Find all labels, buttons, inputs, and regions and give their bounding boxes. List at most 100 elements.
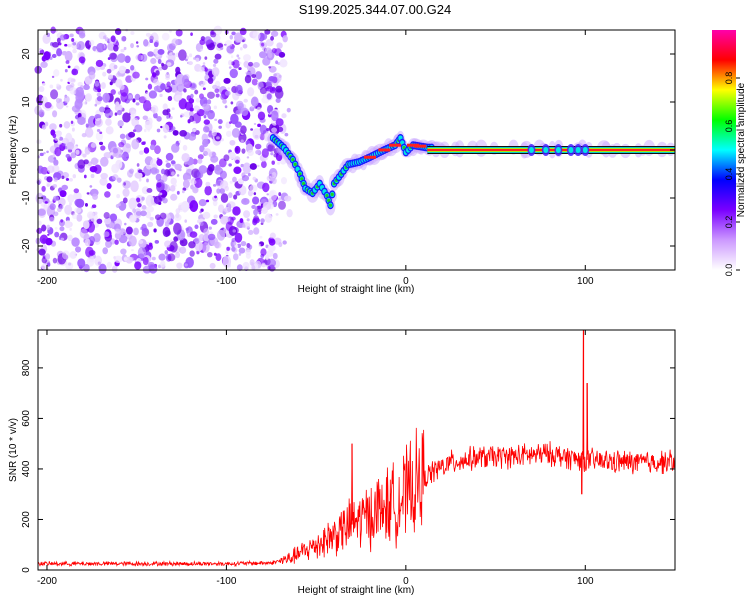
noise-blob: [103, 231, 110, 238]
noise-blob: [277, 197, 282, 201]
noise-blob: [269, 87, 276, 94]
noise-blob: [59, 190, 67, 198]
noise-blob: [194, 177, 203, 188]
noise-blob: [164, 221, 170, 228]
noise-blob: [153, 228, 157, 233]
noise-blob: [252, 128, 261, 140]
noise-blob: [52, 154, 56, 158]
noise-blob: [215, 164, 221, 171]
noise-blob: [164, 250, 168, 255]
noise-blob: [105, 118, 112, 126]
x-tick-label: -200: [37, 576, 57, 587]
noise-blob: [97, 88, 102, 93]
y-tick-label: 600: [21, 410, 32, 427]
noise-blob: [189, 250, 195, 257]
x-tick-label: 0: [403, 576, 409, 587]
noise-blob: [166, 55, 169, 58]
noise-blob: [100, 145, 106, 151]
noise-blob: [240, 139, 244, 143]
noise-blob: [56, 37, 61, 43]
noise-blob: [103, 35, 107, 40]
snr-series: [37, 329, 676, 568]
noise-blob: [84, 127, 94, 138]
noise-blob: [255, 149, 261, 155]
noise-blob: [245, 253, 251, 259]
noise-blob: [63, 95, 70, 104]
noise-blob: [176, 190, 180, 195]
noise-blob: [266, 93, 272, 100]
noise-blob: [59, 141, 62, 145]
noise-blob: [239, 46, 243, 51]
noise-blob: [52, 110, 58, 118]
noise-blob: [98, 141, 104, 146]
noise-blob: [237, 57, 241, 60]
noise-blob: [160, 168, 166, 175]
noise-blob: [186, 95, 192, 101]
noise-blob: [124, 222, 127, 226]
noise-blob: [41, 185, 46, 192]
noise-blob: [134, 124, 143, 133]
noise-blob: [238, 67, 242, 71]
noise-blob: [136, 45, 140, 48]
noise-blob: [228, 59, 233, 66]
noise-blob: [198, 234, 205, 242]
noise-blob: [238, 61, 242, 65]
noise-blob: [36, 139, 42, 144]
noise-blob: [144, 120, 153, 131]
noise-blob: [143, 39, 149, 47]
noise-blob: [213, 105, 218, 110]
noise-blob: [260, 160, 267, 169]
noise-blob: [211, 66, 220, 77]
noise-blob: [115, 78, 123, 88]
noise-blob: [248, 244, 253, 250]
noise-blob: [155, 70, 160, 76]
noise-blob: [51, 41, 59, 48]
track-blob: [555, 147, 561, 153]
noise-blob: [171, 171, 175, 176]
noise-blob: [109, 222, 115, 228]
noise-blob: [147, 51, 154, 57]
noise-blob: [278, 200, 286, 210]
noise-blob: [105, 105, 109, 108]
noise-blob: [197, 154, 204, 160]
noise-blob: [270, 36, 275, 41]
noise-blob: [178, 49, 187, 61]
noise-blob: [102, 71, 107, 77]
noise-blob: [153, 195, 162, 205]
noise-blob: [268, 189, 278, 202]
noise-blob: [107, 74, 113, 79]
noise-blob: [90, 142, 97, 148]
noise-blob: [91, 204, 97, 209]
noise-blob: [156, 128, 161, 133]
noise-blob: [53, 177, 58, 182]
noise-blob: [129, 168, 135, 174]
noise-blob: [67, 234, 73, 242]
noise-blob: [267, 258, 277, 268]
noise-blob: [158, 253, 166, 261]
noise-blob: [37, 208, 46, 216]
noise-blob: [105, 126, 114, 135]
noise-blob: [243, 98, 248, 103]
noise-blob: [258, 243, 261, 248]
noise-blob: [268, 66, 272, 69]
noise-blob: [68, 177, 73, 182]
noise-blob: [157, 49, 165, 55]
noise-blob: [113, 44, 119, 52]
noise-blob: [265, 81, 272, 87]
snr-y-ticks: 0 200 400 600 800: [21, 359, 675, 573]
noise-blob: [175, 251, 181, 259]
noise-blob: [279, 59, 288, 68]
noise-blob: [114, 28, 122, 36]
noise-blob: [187, 61, 193, 66]
noise-blob: [153, 112, 158, 119]
noise-blob: [202, 81, 207, 85]
noise-blob: [69, 202, 72, 206]
noise-blob: [159, 192, 163, 196]
noise-blob: [185, 257, 194, 268]
noise-blob: [227, 87, 230, 90]
noise-blob: [42, 82, 46, 86]
noise-blob: [85, 123, 89, 128]
noise-blob: [104, 108, 114, 119]
noise-blob: [216, 188, 221, 194]
noise-blob: [227, 201, 236, 209]
